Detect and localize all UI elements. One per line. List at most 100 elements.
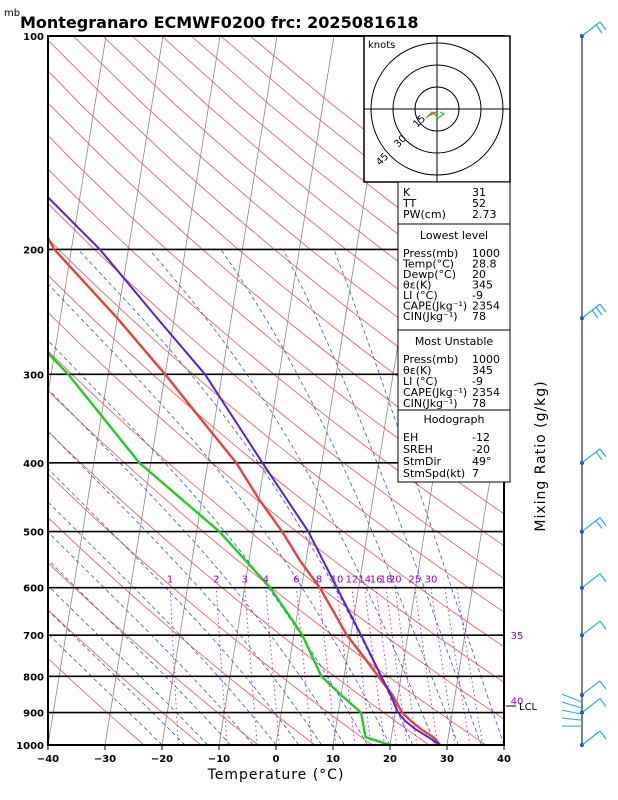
mixing-ratio-label: 30 xyxy=(425,575,438,586)
mixing-ratio-line xyxy=(394,587,418,745)
x-tick-label: 20 xyxy=(383,754,397,765)
dry-adiabat-line xyxy=(48,134,504,515)
hodograph-trace xyxy=(425,111,446,119)
dry-adiabat-line xyxy=(48,390,487,745)
index-value: 7 xyxy=(472,467,479,480)
temperature-profile xyxy=(48,235,442,745)
wind-barb-low xyxy=(561,717,583,721)
indices-top-box xyxy=(397,181,511,225)
isotherm-line xyxy=(561,36,618,745)
dewpoint-profile xyxy=(48,351,391,745)
x-tick-label: −40 xyxy=(37,754,59,765)
wind-barb-shaft xyxy=(581,517,601,533)
index-name: EH xyxy=(403,431,418,444)
x-tick-label: 0 xyxy=(273,754,280,765)
mixing-ratio-label: 3 xyxy=(242,575,248,586)
mixing-ratio-line xyxy=(375,587,397,745)
wind-barb-shaft xyxy=(581,448,601,464)
right-axis-title: Mixing Ratio (g/kg) xyxy=(533,380,549,531)
dry-adiabat-line xyxy=(48,430,430,745)
wind-barb-flag xyxy=(599,698,607,707)
mixing-ratio-label: 40 xyxy=(511,696,524,707)
y-tick-label: 500 xyxy=(23,528,44,539)
wind-barb-flag xyxy=(591,309,599,319)
wind-barb-flag xyxy=(595,451,603,461)
wind-barb-low xyxy=(561,693,583,703)
index-value: 31 xyxy=(472,186,486,199)
isotherm-line xyxy=(48,36,164,745)
dry-adiabat-line xyxy=(48,168,504,547)
wind-barb-flag xyxy=(599,680,607,690)
mixing-ratio-label: 18 xyxy=(380,575,393,586)
index-value: -12 xyxy=(472,431,490,444)
moist-adiabat-line xyxy=(77,249,414,745)
index-value: 52 xyxy=(472,197,486,210)
dry-adiabat-line xyxy=(48,102,504,484)
wind-barb-shaft xyxy=(581,730,601,746)
isotherm-line xyxy=(446,391,504,745)
wind-barb-shaft xyxy=(581,620,601,636)
mixing-ratio-line xyxy=(385,587,408,745)
mixing-ratio-label: 6 xyxy=(293,575,299,586)
index-name: CAPE(Jkg⁻¹) xyxy=(403,386,467,399)
wind-barb-flag xyxy=(599,303,607,313)
dry-adiabat-line xyxy=(48,350,504,720)
y-tick-label: 400 xyxy=(23,459,44,470)
lcl-label: LCL xyxy=(519,702,538,713)
mixing-ratio-label: 4 xyxy=(263,575,269,586)
y-tick-label: 700 xyxy=(23,631,44,642)
hodograph: knots 15 30 45 xyxy=(363,35,511,183)
mixing-ratio-line xyxy=(444,587,471,745)
index-value: 345 xyxy=(472,279,493,292)
index-value: -9 xyxy=(472,289,483,302)
wind-barb-flag xyxy=(599,573,607,583)
indices-lowest-box xyxy=(397,223,511,331)
wind-barb-low xyxy=(561,701,583,709)
dry-adiabat-line xyxy=(48,473,373,745)
moist-adiabat-line xyxy=(48,609,186,745)
wind-barb-shaft xyxy=(581,573,601,589)
index-name: StmSpd(kt) xyxy=(403,467,465,480)
y-tick-label: 200 xyxy=(23,245,44,256)
mixing-ratio-label: 25 xyxy=(408,575,421,586)
mixing-ratio-label: 16 xyxy=(370,575,383,586)
dry-adiabat-line xyxy=(48,562,259,745)
y-tick-label: 1000 xyxy=(16,741,44,752)
index-value: 2354 xyxy=(472,300,500,313)
x-axis-title: Temperature (°C) xyxy=(207,767,345,783)
wind-barb-flag xyxy=(595,306,603,316)
dry-adiabat-line xyxy=(48,202,504,579)
indices-hodo-box xyxy=(397,409,511,483)
hodograph-label: knots xyxy=(368,40,395,51)
background-lines xyxy=(48,36,618,745)
index-name: CIN(Jkg⁻¹) xyxy=(403,310,458,323)
index-section-header: Hodograph xyxy=(424,413,485,426)
y-tick-label: 900 xyxy=(23,709,44,720)
index-value: 345 xyxy=(472,364,493,377)
isotherm-line xyxy=(104,36,221,745)
index-name: LI (°C) xyxy=(403,289,438,302)
x-tick-label: 30 xyxy=(440,754,454,765)
moist-adiabat-line xyxy=(48,501,277,745)
index-name: CIN(Jkg⁻¹) xyxy=(403,397,458,410)
index-section-header: Most Unstable xyxy=(415,335,494,348)
x-tick-label: 10 xyxy=(326,754,340,765)
mixing-ratio-line xyxy=(456,587,484,745)
x-tick-label: −30 xyxy=(94,754,116,765)
indices-unstable-box xyxy=(397,329,511,411)
dry-adiabat-line xyxy=(48,657,145,745)
index-name: TT xyxy=(402,197,417,210)
isotherm-line xyxy=(48,36,107,397)
y-tick-label: 100 xyxy=(23,32,44,43)
index-name: Dewp(°C) xyxy=(403,268,456,281)
wind-barb-flag xyxy=(595,520,603,529)
wind-barb-flag xyxy=(599,517,607,526)
index-value: 2354 xyxy=(472,386,500,399)
lcl-marker: LCL xyxy=(506,702,538,713)
moist-adiabat-line xyxy=(48,388,345,745)
dry-adiabat-line xyxy=(48,39,504,424)
mixing-ratio-line xyxy=(430,587,456,745)
mixing-ratio-line xyxy=(414,587,439,745)
y-tick-label: 300 xyxy=(23,370,44,381)
